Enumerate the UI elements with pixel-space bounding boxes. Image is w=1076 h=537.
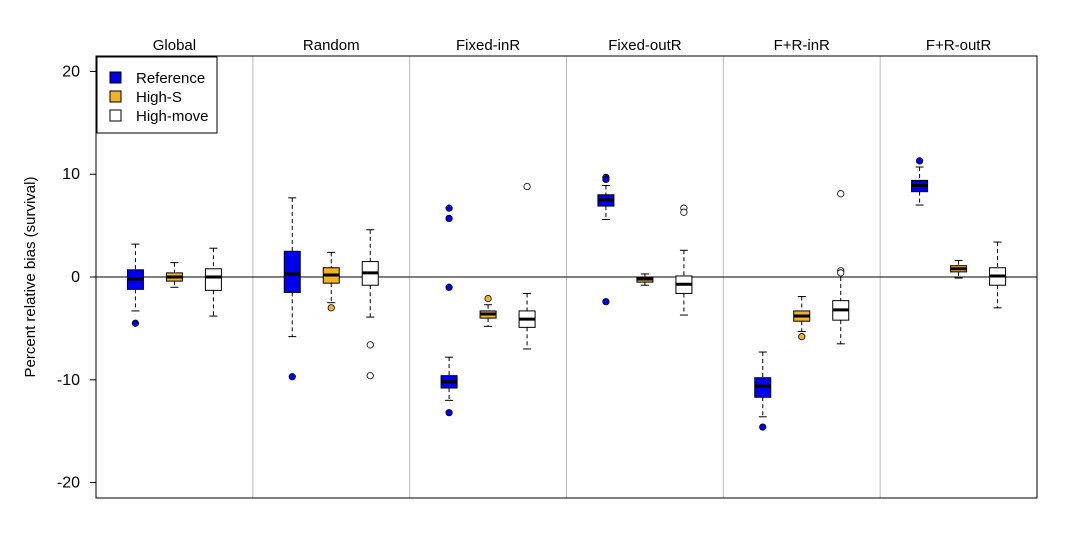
box-high-move [832,190,850,345]
y-axis-title: Percent relative bias (survival) [22,177,39,378]
legend-swatch [109,109,122,122]
panel-label: Fixed-outR [608,37,682,54]
y-tick-label: -10 [57,372,80,389]
box-high-move [989,241,1007,309]
box-high-move [361,229,379,380]
box-reference [911,157,929,206]
box-reference [440,204,458,417]
outlier-point [484,294,492,303]
box-high-s [636,273,654,286]
outlier-point [680,208,688,216]
box-reference [597,173,615,306]
legend-swatch [109,90,122,103]
y-axis: -20 -10 0 10 20 [57,63,96,492]
plot-marks [126,157,1007,431]
outlier-point [837,269,845,277]
box-iqr [283,250,301,293]
legend-label: Reference [136,70,205,87]
box-iqr [754,377,772,398]
outlier-point [759,423,767,431]
box-reference [754,351,772,431]
box-high-s [322,251,340,312]
outlier-point [798,333,806,341]
y-tick-label: 0 [71,269,80,286]
legend-label: High-S [136,89,182,106]
outlier-point [445,204,453,212]
outlier-point [131,319,140,327]
outlier-point [602,298,610,306]
outlier-point [837,190,845,198]
outlier-point [445,409,453,417]
outlier-point [288,373,296,381]
y-tick-label: 20 [62,63,80,80]
box-iqr [204,268,222,291]
panel-labels: Global Random Fixed-inR Fixed-outR F+R-inR F+… [153,37,992,54]
outlier-point [366,372,374,380]
box-high-move [204,247,222,317]
outlier-point [327,304,335,312]
box-high-move [518,182,536,350]
box-high-s [950,260,968,279]
panel-label: F+R-outR [926,37,992,54]
y-tick-label: -20 [57,475,80,492]
legend-swatch [109,71,122,84]
panel-label: Global [153,37,196,54]
box-high-s [793,296,811,341]
legend: Reference High-S High-move [96,56,218,134]
box-high-s [165,262,183,288]
outlier-point [445,214,453,223]
box-reference [126,243,144,327]
outlier-point [602,175,610,183]
panel-label: Fixed-inR [456,37,520,54]
box-high-move [675,204,693,316]
box-high-s [479,294,497,327]
panel-label: F+R-inR [774,37,830,54]
outlier-point [915,157,924,165]
legend-label: High-move [136,108,209,125]
panel-label: Random [303,37,360,54]
outlier-point [366,341,374,349]
outlier-point [445,283,453,291]
box-reference [283,197,301,381]
outlier-point [523,182,531,191]
y-tick-label: 10 [62,166,80,183]
